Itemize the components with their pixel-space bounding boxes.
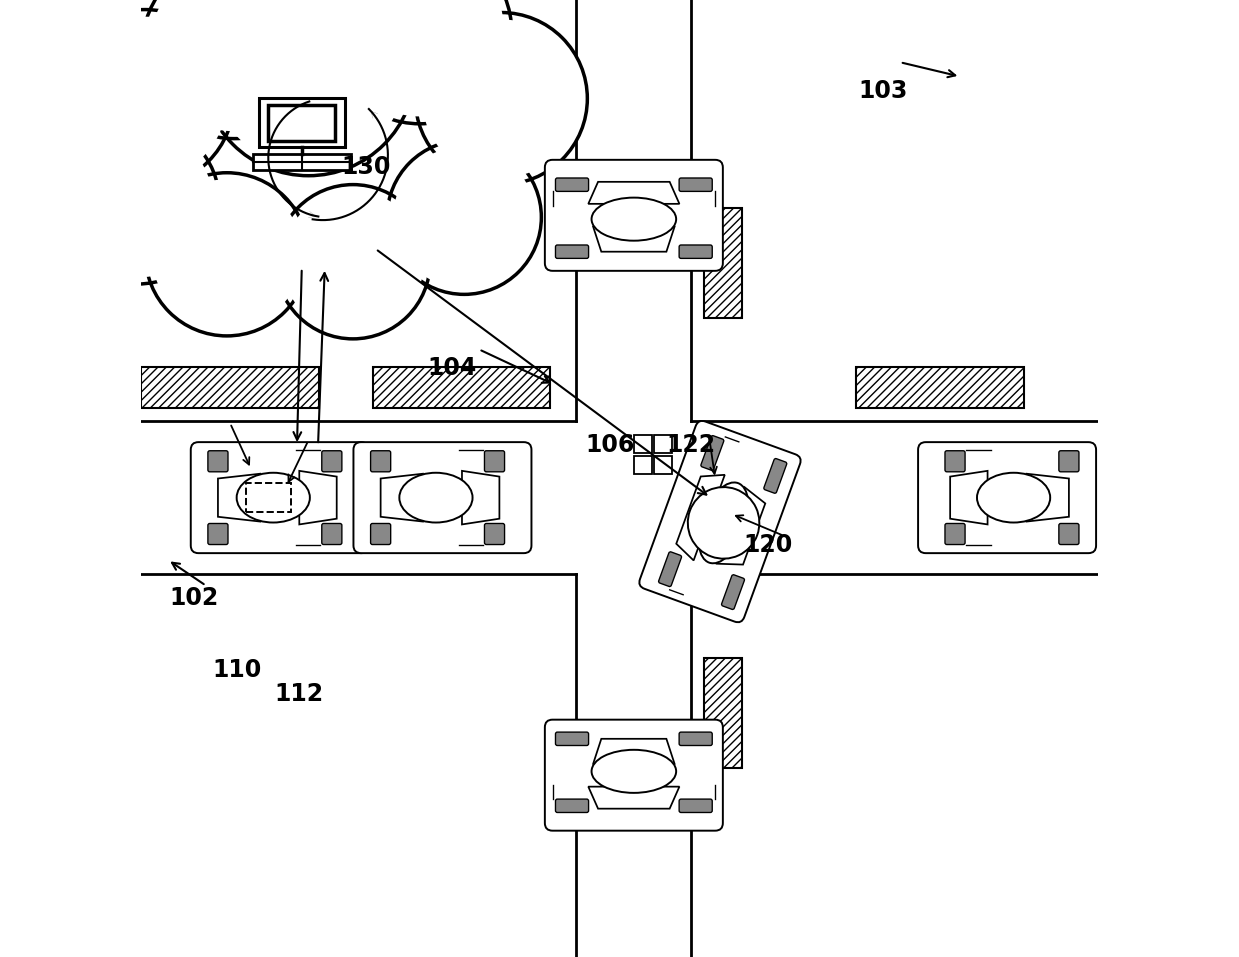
FancyBboxPatch shape [484, 523, 504, 545]
Ellipse shape [699, 482, 748, 564]
Polygon shape [462, 471, 499, 524]
Circle shape [328, 0, 512, 123]
FancyBboxPatch shape [639, 421, 800, 622]
Circle shape [63, 16, 227, 181]
FancyBboxPatch shape [721, 575, 745, 610]
FancyBboxPatch shape [555, 799, 589, 812]
Bar [253, 154, 351, 169]
FancyBboxPatch shape [945, 523, 965, 545]
Circle shape [145, 172, 309, 336]
Polygon shape [589, 182, 679, 204]
Bar [633, 435, 652, 454]
FancyBboxPatch shape [555, 178, 589, 191]
FancyBboxPatch shape [679, 732, 712, 746]
Text: 102: 102 [169, 586, 218, 611]
Circle shape [202, 0, 415, 176]
Polygon shape [589, 787, 679, 809]
Bar [633, 456, 652, 474]
Circle shape [276, 185, 430, 339]
FancyBboxPatch shape [191, 442, 369, 553]
Text: 122: 122 [667, 433, 716, 457]
FancyBboxPatch shape [322, 523, 342, 545]
Circle shape [56, 121, 219, 284]
FancyBboxPatch shape [763, 458, 787, 493]
Bar [373, 367, 550, 408]
Polygon shape [380, 474, 422, 522]
Bar [856, 367, 1023, 408]
FancyBboxPatch shape [659, 552, 681, 587]
FancyBboxPatch shape [945, 451, 965, 472]
Circle shape [335, 0, 504, 117]
Circle shape [387, 140, 541, 295]
Polygon shape [1027, 474, 1069, 522]
FancyBboxPatch shape [1059, 451, 1079, 472]
FancyBboxPatch shape [484, 451, 504, 472]
FancyBboxPatch shape [679, 178, 712, 191]
Polygon shape [300, 471, 337, 524]
Circle shape [63, 127, 213, 278]
FancyBboxPatch shape [918, 442, 1097, 553]
Circle shape [688, 487, 760, 559]
FancyBboxPatch shape [1059, 523, 1079, 545]
Ellipse shape [591, 197, 676, 240]
Circle shape [150, 0, 318, 131]
Circle shape [422, 19, 580, 178]
Circle shape [56, 10, 234, 188]
FancyBboxPatch shape [208, 451, 228, 472]
FancyBboxPatch shape [208, 523, 228, 545]
Bar [654, 435, 673, 454]
Ellipse shape [978, 473, 1051, 523]
Circle shape [211, 0, 406, 167]
Circle shape [415, 12, 587, 185]
Text: 110: 110 [212, 657, 261, 682]
Bar [141, 367, 318, 408]
Text: 130: 130 [341, 155, 390, 180]
FancyBboxPatch shape [353, 442, 532, 553]
FancyBboxPatch shape [555, 245, 589, 258]
Polygon shape [676, 475, 725, 561]
Text: 120: 120 [743, 533, 793, 558]
Circle shape [142, 0, 326, 139]
Bar [245, 483, 291, 512]
Ellipse shape [399, 473, 472, 523]
Circle shape [282, 190, 424, 333]
Bar [259, 98, 344, 146]
Bar [654, 456, 673, 474]
FancyBboxPatch shape [701, 435, 724, 471]
FancyBboxPatch shape [322, 451, 342, 472]
FancyBboxPatch shape [679, 245, 712, 258]
Text: 103: 103 [857, 78, 907, 103]
Bar [704, 208, 742, 318]
FancyBboxPatch shape [545, 720, 722, 831]
FancyBboxPatch shape [545, 160, 722, 271]
Ellipse shape [591, 749, 676, 792]
FancyBboxPatch shape [370, 451, 390, 472]
Text: 106: 106 [585, 433, 634, 457]
Text: 104: 104 [427, 356, 477, 381]
Polygon shape [593, 739, 674, 764]
Text: 112: 112 [274, 681, 323, 706]
Bar [704, 658, 742, 768]
Polygon shape [593, 227, 674, 252]
Polygon shape [218, 474, 260, 522]
FancyBboxPatch shape [679, 799, 712, 812]
Circle shape [152, 179, 302, 329]
Bar [269, 105, 335, 141]
FancyBboxPatch shape [370, 523, 390, 545]
Polygon shape [717, 487, 766, 565]
Polygon shape [950, 471, 987, 524]
FancyBboxPatch shape [555, 732, 589, 746]
Circle shape [393, 146, 535, 288]
Ellipse shape [237, 473, 310, 523]
